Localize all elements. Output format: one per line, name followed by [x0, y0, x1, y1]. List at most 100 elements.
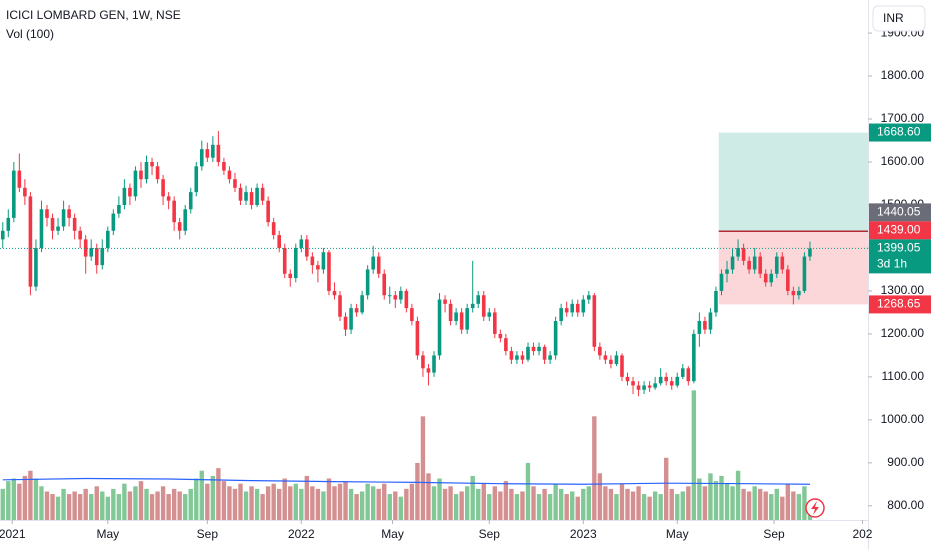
candle-body: [349, 308, 353, 330]
volume-bar: [393, 491, 398, 520]
volume-bar: [625, 488, 630, 520]
volume-bar: [791, 491, 796, 520]
y-tick-label: 1000.00: [881, 412, 925, 426]
volume-bar: [22, 475, 28, 520]
candle-body: [598, 346, 602, 356]
candle-body: [17, 170, 22, 188]
volume-bar: [730, 486, 735, 520]
volume-bar: [597, 473, 603, 520]
volume-bar: [122, 483, 127, 520]
volume-bar: [763, 491, 768, 520]
candle-body: [133, 170, 138, 197]
volume-bar: [188, 488, 193, 520]
candle-body: [216, 144, 221, 163]
volume-bar: [802, 486, 807, 520]
price-tag-box: [869, 239, 931, 274]
candle-body: [703, 321, 707, 330]
volume-bar: [116, 494, 122, 520]
candle-body: [465, 308, 469, 330]
volume-bar: [155, 491, 160, 520]
volume-bar: [39, 486, 44, 520]
volume-bar: [77, 494, 83, 520]
volume-bar: [171, 488, 177, 520]
currency-button[interactable]: INR: [872, 5, 926, 32]
candle-body: [609, 359, 613, 364]
candle-body: [360, 295, 364, 313]
candle-body: [266, 200, 270, 223]
price-tag-box: [869, 295, 931, 314]
price-tag-box: [869, 123, 931, 142]
volume-bar: [464, 486, 470, 520]
volume-bar: [641, 494, 647, 520]
volume-bar: [89, 494, 94, 520]
candle-body: [50, 217, 55, 231]
candle-body: [150, 162, 154, 167]
candle-body: [23, 187, 27, 197]
x-tick-label: 2022: [288, 527, 315, 541]
candle-body: [526, 346, 530, 360]
volume-bar: [343, 481, 348, 520]
candle-body: [708, 312, 713, 330]
volume-bar: [205, 483, 210, 520]
volume-bar: [686, 486, 691, 520]
candle-body: [332, 290, 337, 296]
candle-body: [177, 222, 182, 231]
candle-body: [78, 230, 82, 240]
volume-bar: [183, 494, 188, 520]
candle-body: [470, 303, 475, 309]
candle-body: [697, 321, 702, 334]
volume-bar: [570, 491, 575, 520]
volume-bar: [194, 478, 199, 520]
volume-bar: [796, 494, 802, 520]
volume-bar: [127, 491, 133, 520]
volume-bar: [719, 475, 724, 520]
volume-bar: [370, 486, 376, 520]
candle-body: [692, 333, 696, 382]
candle-body: [736, 247, 740, 257]
candle-body: [205, 149, 210, 158]
candle-body: [89, 247, 94, 257]
volume-bar: [774, 488, 779, 520]
volume-bar: [658, 494, 663, 520]
candle-body: [481, 295, 486, 317]
volume-bar: [321, 491, 326, 520]
volume-bar: [199, 470, 204, 520]
candle-body: [321, 252, 326, 270]
candle-body: [669, 381, 674, 386]
volume-bar: [614, 494, 619, 520]
volume-bar: [420, 416, 426, 520]
candle-body: [537, 346, 541, 352]
price-tag-label: 1668.60: [877, 125, 921, 139]
candle-body: [415, 321, 420, 356]
candle-body: [376, 256, 381, 274]
volume-bar: [492, 486, 498, 520]
y-tick-label: 1600.00: [881, 154, 925, 168]
volume-bar: [160, 486, 166, 520]
x-tick-label: 2023: [570, 527, 597, 541]
candle-body: [559, 308, 563, 322]
candle-body: [625, 376, 630, 382]
volume-bar: [177, 491, 182, 520]
candle-body: [780, 256, 785, 270]
candle-body: [199, 149, 204, 167]
volume-bar: [238, 483, 243, 520]
candle-body: [399, 290, 403, 300]
candle-body: [587, 295, 591, 300]
candle-body: [786, 269, 790, 291]
replay-icon[interactable]: [805, 498, 825, 518]
candle-body: [454, 312, 458, 322]
candle-body: [277, 235, 281, 248]
currency-button-box[interactable]: [872, 5, 926, 32]
y-tick-label: 1100.00: [882, 369, 925, 383]
candle-body: [493, 312, 497, 334]
volume-bar: [282, 478, 287, 520]
replay-icon-bolt[interactable]: [811, 501, 819, 515]
y-tick-label: 900.00: [887, 455, 924, 469]
volume-bar: [376, 488, 381, 520]
indicator-label: Vol (100): [6, 27, 54, 41]
candle-body: [437, 299, 442, 356]
volume-bar: [326, 478, 332, 520]
y-tick-label: 800.00: [887, 498, 924, 512]
candle-body: [774, 256, 779, 274]
currency-label[interactable]: INR: [883, 11, 904, 25]
